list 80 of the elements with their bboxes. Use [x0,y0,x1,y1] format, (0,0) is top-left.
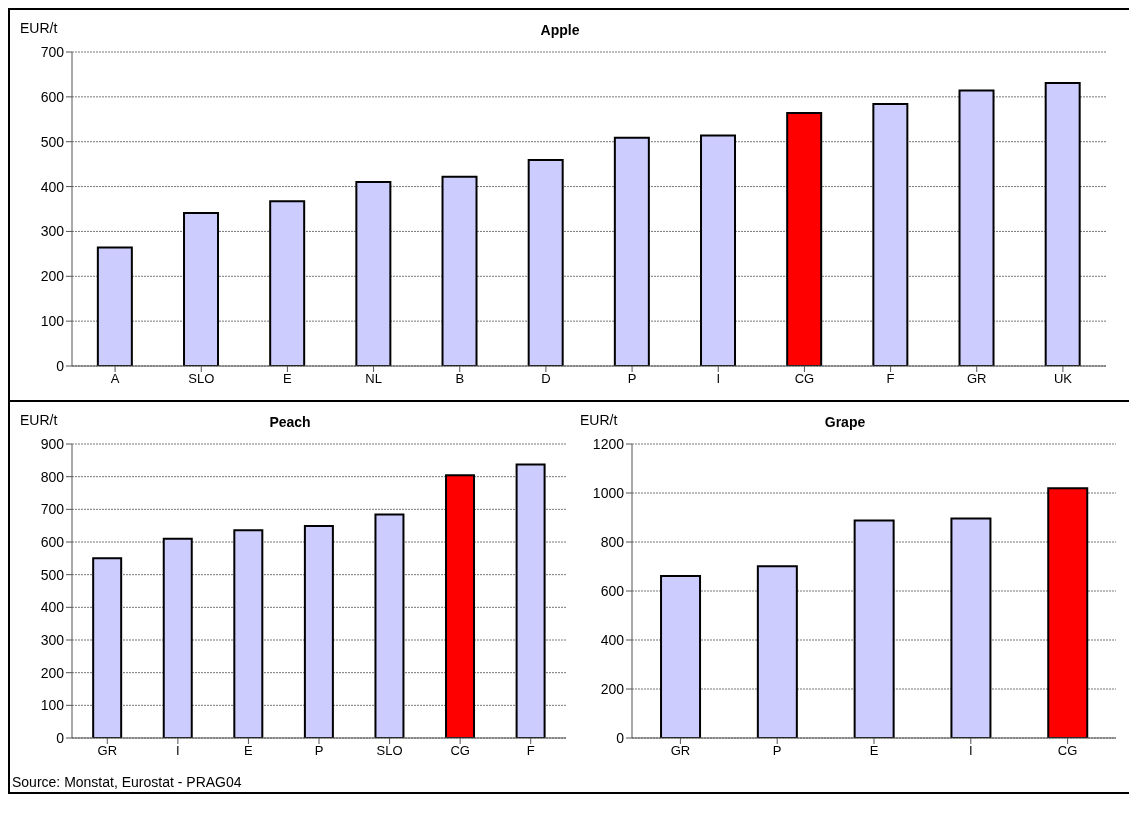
bar [441,175,478,366]
x-tick-label: GR [97,743,118,759]
bar [660,575,702,738]
y-tick-label: 600 [40,533,65,550]
bar [355,181,392,366]
x-tick-label: SLO [188,371,215,387]
x-tick-label: UK [1053,371,1073,387]
x-tick-label: F [886,371,895,387]
y-tick-label: 200 [40,664,65,681]
bar [1047,487,1089,738]
x-tick-label: E [244,743,254,759]
y-axis-title: EUR/t [580,412,618,428]
bar [303,524,334,738]
y-axis-title: EUR/t [20,412,58,428]
bar [950,517,992,738]
bar [374,513,405,738]
y-tick-label: 0 [616,729,625,746]
y-tick-label: 700 [40,43,65,60]
x-tick-label: SLO [376,743,403,759]
y-tick-label: 500 [40,133,65,150]
bar [786,112,823,366]
bar [872,103,909,366]
y-tick-label: 1200 [592,435,625,452]
bar [233,529,264,738]
x-tick-label: GR [670,743,691,759]
x-tick-label: I [968,743,973,759]
y-tick-label: 0 [56,729,65,746]
bar [96,246,133,366]
bar [958,89,995,366]
bar [445,474,476,738]
y-tick-label: 200 [40,268,65,285]
x-tick-label: CG [1057,743,1078,759]
x-tick-label: NL [365,371,382,387]
y-tick-label: 500 [40,566,65,583]
x-tick-label: I [716,371,721,387]
bar [1044,81,1081,366]
y-tick-label: 900 [40,435,65,452]
source-note: Source: Monstat, Eurostat - PRAG04 [11,773,243,792]
y-tick-label: 700 [40,501,65,518]
y-tick-label: 200 [600,680,625,697]
x-tick-label: GR [967,371,987,387]
y-axis-title: EUR/t [20,20,58,36]
y-tick-label: 400 [600,631,625,648]
chart-title: Peach [269,414,311,430]
y-tick-label: 300 [40,631,65,648]
x-tick-label: P [627,371,637,387]
y-tick-label: 600 [600,582,625,599]
x-tick-label: E [869,743,879,759]
x-tick-label: B [455,371,465,387]
y-tick-label: 100 [40,313,65,330]
x-tick-label: D [541,371,551,387]
bar [853,519,895,738]
y-tick-label: 600 [40,88,65,105]
x-tick-label: P [314,743,324,759]
bar [92,557,123,738]
x-tick-label: P [772,743,782,759]
x-tick-label: I [176,743,180,759]
bar [700,134,737,366]
x-tick-label: CG [794,371,815,387]
y-tick-label: 300 [40,223,65,240]
chart-title: Grape [824,414,866,430]
y-tick-label: 0 [56,357,65,374]
bar [162,537,193,738]
y-tick-label: 1000 [592,484,625,501]
x-tick-label: CG [450,743,470,759]
y-tick-label: 800 [40,468,65,485]
bar [515,463,546,738]
y-tick-label: 800 [600,533,625,550]
bar [756,565,798,738]
bar [613,136,650,366]
y-tick-label: 400 [40,599,65,616]
chart-title: Apple [540,22,580,38]
x-tick-label: A [110,371,120,387]
bar [269,200,306,366]
y-tick-label: 100 [40,697,65,714]
bar [183,212,220,366]
x-tick-label: F [526,743,535,759]
bar [527,159,564,366]
y-tick-label: 400 [40,178,65,195]
x-tick-label: E [283,371,293,387]
